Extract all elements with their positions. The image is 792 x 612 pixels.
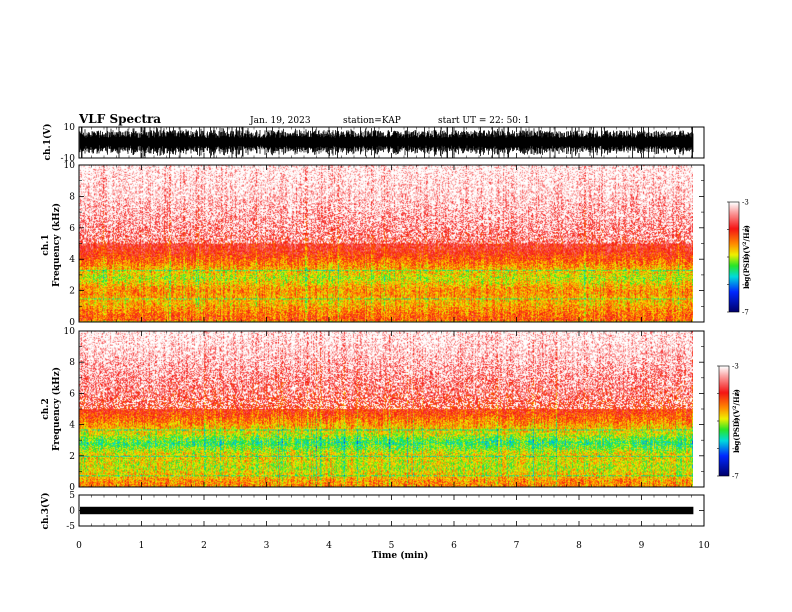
colorbar1-tick-label: -6 (742, 281, 749, 289)
xtick-label: 8 (576, 541, 582, 551)
xtick-label: 5 (389, 541, 395, 551)
ch2-colorbar-gradient (719, 366, 729, 476)
xtick-label: 0 (76, 541, 82, 551)
date-label: Jan. 19, 2023 (249, 116, 311, 126)
ch1-colorbar-label: log(PSD)(V2/Hz) (742, 225, 751, 289)
xtick-label: 9 (639, 541, 645, 551)
ch1-spectrogram-heatmap (79, 165, 693, 322)
ch1-waveform-yticks: 10 -10 (61, 123, 704, 164)
ch1-spectrogram-panel: 0 2 4 6 8 10 ch.1 Frequency (kHz) (41, 161, 705, 328)
ch2-spectrogram-ylabel-freq: Frequency (kHz) (51, 367, 62, 451)
xtick-label: 4 (326, 541, 332, 551)
panel2-ytick-label: 2 (69, 287, 75, 297)
colorbar2-tick-label: -4 (732, 390, 739, 398)
ch2-colorbar-label: log(PSD)(V2/Hz) (732, 389, 741, 453)
ch3-waveform-yticks: 5 0 -5 (66, 491, 704, 532)
xtick-label: 6 (451, 541, 457, 551)
panel1-ytick-label: 10 (64, 123, 76, 133)
start-time-label: start UT = 22: 50: 1 (438, 116, 530, 126)
ch2-colorbar-ticks: -3 -4 -5 -6 -7 (717, 363, 739, 481)
colorbar2-tick-label: -7 (732, 473, 739, 481)
ch2-spectrogram-yticks: 0 2 4 6 8 10 (64, 327, 704, 493)
panel4-ytick-label: 0 (69, 507, 75, 517)
panel3-ytick-label: 6 (69, 389, 75, 399)
panel2-ytick-label: 8 (69, 192, 75, 202)
ch1-spectrogram-ylabel-channel: ch.1 (41, 234, 51, 255)
panel3-ytick-label: 0 (69, 483, 75, 493)
ch1-waveform-trace (79, 127, 694, 158)
ch1-spectrogram-yticks: 0 2 4 6 8 10 (64, 161, 704, 328)
ch1-waveform-ylabel: ch.1(V) (42, 124, 53, 161)
panel3-ytick-label: 4 (69, 421, 75, 431)
time-axis-ticks: 0 1 2 3 4 5 6 7 8 9 10 (76, 127, 710, 551)
ch2-spectrogram-panel: 0 2 4 6 8 10 ch.2 Frequency (kHz) (41, 327, 705, 493)
panel2-ytick-label: 4 (69, 255, 75, 265)
panel2-ytick-label: 6 (69, 224, 75, 234)
panel4-ytick-label: -5 (66, 522, 75, 532)
ch1-spectrogram-ylabel-freq: Frequency (kHz) (51, 203, 62, 287)
xtick-label: 1 (139, 541, 145, 551)
colorbar2-tick-label: -5 (732, 418, 739, 426)
panel1-ytick-label: -10 (61, 154, 76, 164)
xtick-label: 7 (514, 541, 520, 551)
ch3-waveform-panel: 5 0 -5 ch.3(V) (40, 491, 705, 532)
colorbar1-tick-label: -4 (742, 226, 749, 234)
colorbar1-tick-label: -7 (742, 309, 749, 317)
ch1-colorbar-ticks: -3 -4 -5 -6 -7 (727, 199, 749, 317)
colorbar2-tick-label: -6 (732, 445, 739, 453)
panel2-ytick-label: 0 (69, 318, 75, 328)
ch3-waveform-trace (80, 506, 694, 515)
ch2-colorbar: -3 -4 -5 -6 -7 log(PSD)(V2/Hz) (717, 363, 741, 481)
ch3-waveform-ylabel: ch.3(V) (40, 493, 51, 530)
ch2-spectrogram-ylabel-channel: ch.2 (41, 398, 51, 419)
ch2-spectrogram-heatmap (79, 331, 693, 487)
colorbar2-tick-label: -3 (732, 363, 739, 371)
colorbar1-tick-label: -5 (742, 254, 749, 262)
time-axis-label: Time (min) (372, 550, 429, 561)
ch1-colorbar-gradient (729, 202, 739, 312)
station-label: station=KAP (343, 116, 401, 126)
xtick-label: 10 (698, 541, 710, 551)
panel3-ytick-label: 10 (64, 327, 76, 337)
ch1-colorbar: -3 -4 -5 -6 -7 log(PSD)(V2/Hz) (727, 199, 751, 317)
xtick-label: 2 (201, 541, 207, 551)
panel2-ytick-label: 10 (64, 161, 76, 171)
panel4-ytick-label: 5 (69, 491, 75, 501)
panel3-ytick-label: 2 (69, 452, 75, 462)
colorbar1-tick-label: -3 (742, 199, 749, 207)
xtick-label: 3 (264, 541, 270, 551)
panel3-ytick-label: 8 (69, 358, 75, 368)
figure-title: VLF Spectra (78, 112, 161, 126)
